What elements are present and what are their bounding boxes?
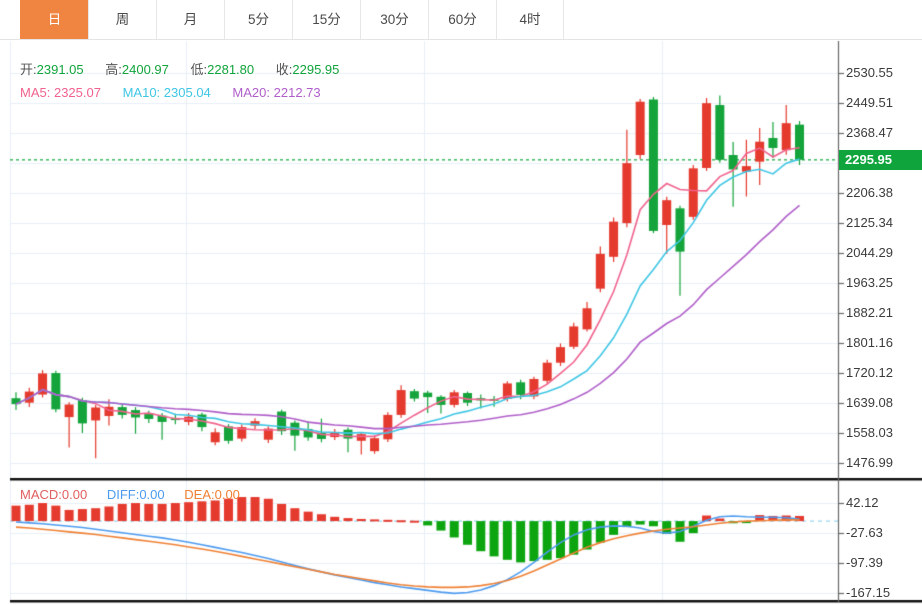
close-value: 2295.95 [292,62,340,77]
price-axis-label: 2368.47 [846,125,893,140]
diff-label: DIFF: [106,487,140,502]
open-value: 2391.05 [36,62,84,77]
macd-axis-label: -97.39 [846,555,883,570]
ma20-label: MA20: [232,85,270,100]
macd-axis-label: -27.63 [846,525,883,540]
price-axis-label: 1558.03 [846,425,893,440]
tab-day[interactable]: 日 [20,0,88,39]
price-axis-label: 1882.21 [846,305,893,320]
price-axis-label: 1963.25 [846,275,893,290]
macd-axis-label: -167.15 [846,585,891,600]
tab-5min[interactable]: 5分 [224,0,292,39]
current-price-badge: 2295.95 [839,150,922,170]
open-label: 开: [20,62,37,77]
tab-30min[interactable]: 30分 [360,0,428,39]
ma5-value: 2325.07 [53,85,101,100]
price-axis-label: 2044.29 [846,245,893,260]
tab-15min[interactable]: 15分 [292,0,360,39]
ma10-label: MA10: [122,85,161,100]
price-axis-label: 1801.16 [846,335,893,350]
dea-label: DEA: [184,487,215,502]
price-axis-label: 2125.34 [846,215,893,230]
tab-week[interactable]: 周 [88,0,156,39]
low-label: 低: [190,62,208,77]
macd-readout: MACD:0.00 DIFF:0.00 DEA:0.00 [20,487,240,502]
ma-readout: MA5: 2325.07 MA10: 2305.04 MA20: 2212.73 [20,85,339,100]
period-tabbar: 日 周 月 5分 15分 30分 60分 4时 [0,0,922,40]
price-axis-label: 2206.38 [846,185,893,200]
high-label: 高: [105,62,122,77]
dea-value: 0.00 [214,487,240,502]
price-axis-label: 2530.55 [846,65,893,80]
ohlc-readout: 开:2391.05 高:2400.97 低:2281.80 收:2295.95 [20,59,357,78]
price-axis-label: 1476.99 [846,455,893,470]
macd-axis-label: 42.12 [846,495,879,510]
tab-month[interactable]: 月 [156,0,224,39]
high-value: 2400.97 [121,62,169,77]
price-axis-label: 2449.51 [846,95,893,110]
diff-value: 0.00 [139,487,165,502]
price-axis-label: 1720.12 [846,365,893,380]
macd-label: MACD: [20,487,62,502]
price-axis-label: 1639.08 [846,395,893,410]
ma5-label: MA5: [20,85,51,100]
low-value: 2281.80 [207,62,255,77]
macd-value: 0.00 [61,487,88,502]
ma10-value: 2305.04 [163,85,211,100]
ma20-value: 2212.73 [273,85,321,100]
close-label: 收: [275,62,293,77]
tab-60min[interactable]: 60分 [428,0,496,39]
tab-4hour[interactable]: 4时 [496,0,564,39]
